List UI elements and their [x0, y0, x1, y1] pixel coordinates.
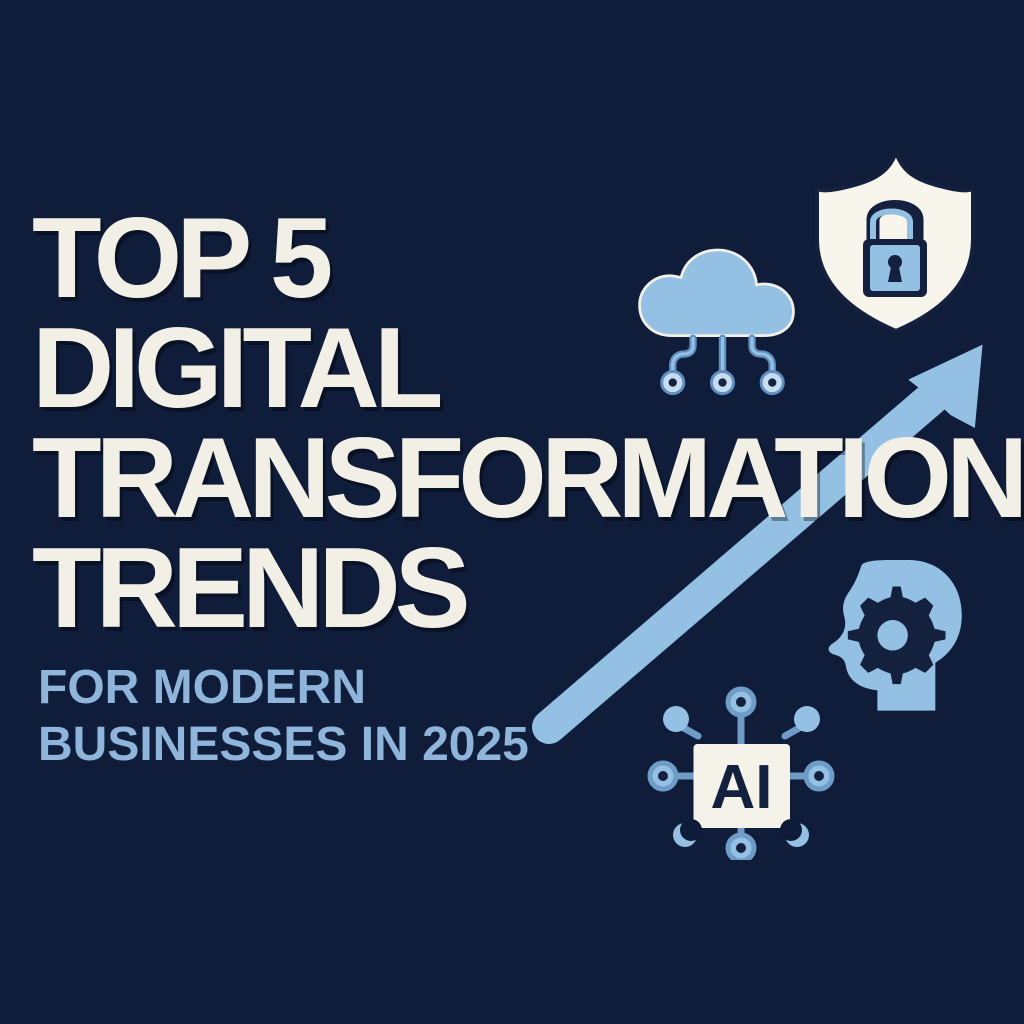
- svg-text:AI: AI: [711, 753, 773, 822]
